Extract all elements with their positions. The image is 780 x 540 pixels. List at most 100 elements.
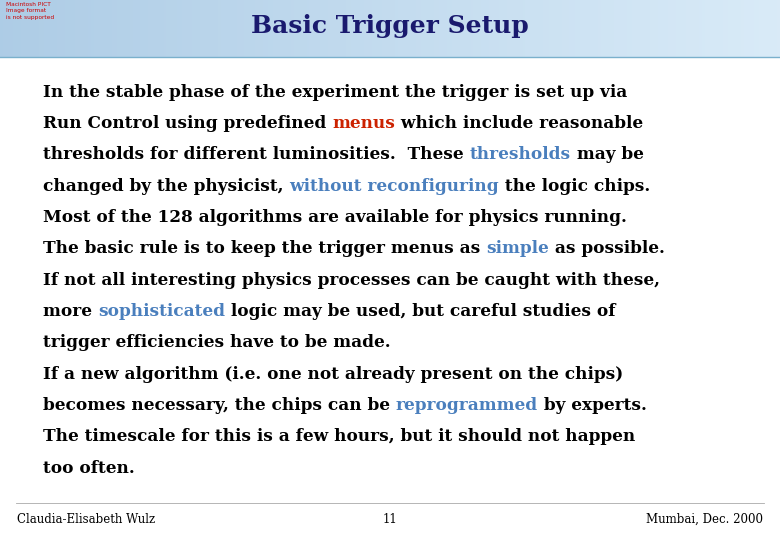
Bar [119,0,123,57]
Bar [83,0,87,57]
Bar [544,0,547,57]
Text: Most of the 128 algorithms are available for physics running.: Most of the 128 algorithms are available… [43,209,627,226]
Bar [76,0,79,57]
Bar [372,0,375,57]
Bar [353,0,357,57]
Bar [229,0,232,57]
Text: The timescale for this is a few hours, but it should not happen: The timescale for this is a few hours, b… [43,428,635,445]
Bar [710,0,713,57]
Bar [460,0,463,57]
Bar [398,0,401,57]
Bar [715,0,718,57]
Bar [466,0,469,57]
Text: thresholds for different luminosities.  These: thresholds for different luminosities. T… [43,146,470,163]
Bar [676,0,679,57]
Bar [8,0,11,57]
Bar [702,0,705,57]
Bar [115,0,118,57]
Bar [390,0,393,57]
Bar [310,0,313,57]
Bar [195,0,198,57]
Bar [161,0,165,57]
Bar [104,0,108,57]
Bar [427,0,430,57]
Bar [62,0,66,57]
Bar [361,0,365,57]
Bar [463,0,466,57]
Bar [177,0,180,57]
Bar [96,0,100,57]
Bar [151,0,154,57]
Bar [374,0,378,57]
Bar [107,0,110,57]
Text: too often.: too often. [43,460,135,476]
Bar [637,0,640,57]
Bar [616,0,619,57]
Bar [684,0,687,57]
Text: simple: simple [486,240,549,257]
Bar [312,0,315,57]
Bar [392,0,396,57]
Text: logic may be used, but careful studies of: logic may be used, but careful studies o… [225,303,615,320]
Bar [16,0,19,57]
Bar [359,0,362,57]
Text: 11: 11 [383,513,397,526]
Bar [260,0,264,57]
Bar [122,0,126,57]
Bar [174,0,178,57]
Bar [567,0,570,57]
Bar [757,0,760,57]
Bar [291,0,295,57]
Bar [203,0,206,57]
Bar [349,0,352,57]
Bar [679,0,682,57]
Bar [525,0,529,57]
Text: the logic chips.: the logic chips. [499,178,651,194]
Bar [5,0,9,57]
Text: without reconfiguring: without reconfiguring [289,178,499,194]
Text: Basic Trigger Setup: Basic Trigger Setup [251,14,529,38]
Bar [689,0,693,57]
Bar [296,0,300,57]
Bar [546,0,549,57]
Bar [148,0,151,57]
Bar [57,0,61,57]
Bar [265,0,268,57]
Bar [88,0,92,57]
Bar [236,0,240,57]
Bar [450,0,453,57]
Text: thresholds: thresholds [470,146,570,163]
Bar [112,0,115,57]
Bar [314,0,318,57]
Bar [244,0,248,57]
Bar [556,0,560,57]
Bar [434,0,438,57]
Bar [749,0,752,57]
Bar [601,0,604,57]
Bar [242,0,245,57]
Bar [39,0,42,57]
Bar [154,0,157,57]
Bar [263,0,266,57]
Bar [564,0,568,57]
Bar [271,0,274,57]
Bar [135,0,139,57]
Bar [694,0,697,57]
Bar [208,0,211,57]
Bar [239,0,243,57]
Bar [234,0,237,57]
Text: In the stable phase of the experiment the trigger is set up via: In the stable phase of the experiment th… [43,84,627,100]
Text: Run Control using predefined: Run Control using predefined [43,115,332,132]
Bar [283,0,287,57]
Bar [650,0,654,57]
Bar [380,0,383,57]
Bar [0,0,3,57]
Bar [458,0,461,57]
Bar [307,0,310,57]
Bar [127,0,131,57]
Bar [640,0,643,57]
Bar [728,0,732,57]
Bar [221,0,225,57]
Bar [164,0,167,57]
Bar [268,0,271,57]
